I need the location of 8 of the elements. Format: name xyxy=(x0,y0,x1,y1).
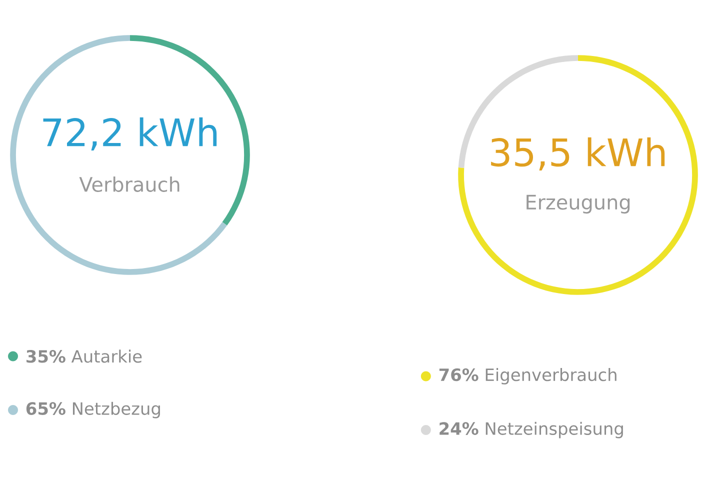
text: 35,5 kWh xyxy=(491,137,665,171)
legend-label: 24% Netzeinspeisung xyxy=(440,422,623,438)
legend-label: 35% Autarkie xyxy=(26,350,142,363)
legend-label: 65% Netzbezug xyxy=(26,402,160,418)
text: Erzeugung xyxy=(526,194,630,214)
text: 72,2 kWh xyxy=(43,117,217,151)
legend-label: 76% Eigenverbrauch xyxy=(439,368,616,384)
text: Verbrauch xyxy=(79,176,180,192)
